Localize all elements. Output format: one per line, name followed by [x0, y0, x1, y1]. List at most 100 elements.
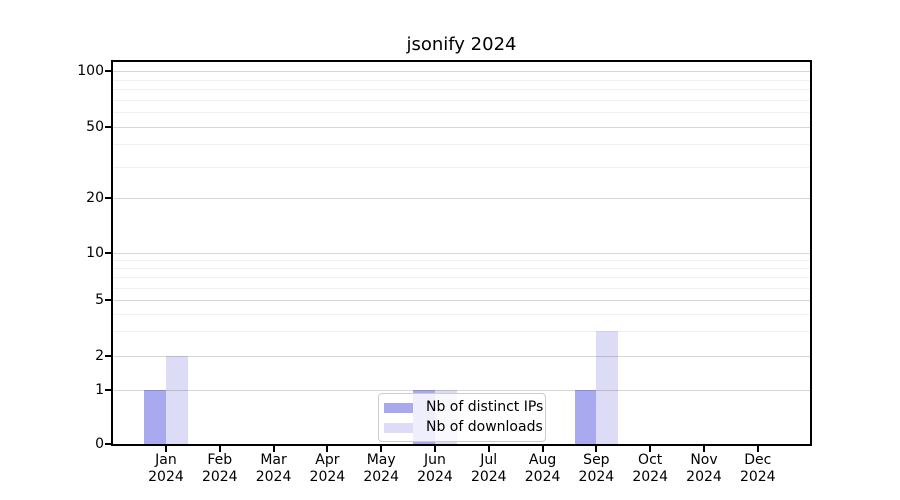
gridline-minor	[113, 79, 810, 81]
y-tick-label: 20	[86, 189, 104, 206]
gridline-minor	[113, 331, 810, 333]
gridline-minor	[113, 287, 810, 289]
x-tick-month: May	[366, 452, 396, 468]
gridline-major	[113, 355, 810, 357]
y-tick-label: 1	[95, 381, 104, 398]
x-tick-label-jul: Jul 2024	[471, 452, 507, 486]
y-tick-mark	[105, 69, 112, 72]
gridline-major	[113, 126, 810, 128]
y-tick-mark	[105, 443, 112, 445]
x-tick-month: Nov	[690, 452, 718, 468]
x-tick-year: 2024	[739, 469, 776, 485]
y-tick-label: 100	[77, 62, 104, 79]
bar-distinct-ips-sep	[574, 390, 597, 444]
legend: Nb of distinct IPs Nb of downloads	[378, 393, 546, 442]
x-tick-mark	[218, 446, 221, 452]
gridline-minor	[113, 112, 810, 114]
x-tick-month: Aug	[528, 452, 557, 468]
y-tick-mark	[105, 125, 112, 128]
y-tick-label: 5	[95, 291, 104, 308]
gridline-major	[113, 70, 810, 72]
x-tick-month: Feb	[207, 452, 233, 468]
y-tick-mark	[105, 388, 112, 391]
y-tick-mark	[105, 196, 112, 199]
y-axis-spine-left	[111, 60, 113, 446]
x-tick-month: Apr	[315, 452, 340, 468]
x-tick-month: Oct	[638, 452, 663, 468]
x-tick-label-sep: Sep 2024	[579, 452, 615, 486]
bar-downloads-sep	[596, 331, 618, 444]
y-tick-label: 10	[86, 244, 104, 261]
x-tick-month: Jan	[155, 452, 177, 468]
x-tick-label-may: May 2024	[363, 452, 399, 486]
legend-row-downloads: Nb of downloads	[384, 419, 543, 436]
x-tick-year: 2024	[417, 469, 453, 485]
x-tick-year: 2024	[309, 469, 346, 485]
x-tick-year: 2024	[255, 469, 292, 485]
legend-label: Nb of distinct IPs	[426, 399, 544, 415]
x-tick-mark	[541, 446, 544, 452]
x-tick-month: Jun	[424, 452, 446, 468]
legend-row-distinct-ips: Nb of distinct IPs	[384, 399, 543, 416]
gridline-major	[113, 252, 810, 254]
x-tick-label-apr: Apr 2024	[310, 452, 346, 486]
x-tick-year: 2024	[201, 469, 238, 485]
x-tick-mark	[164, 446, 167, 452]
legend-swatch-distinct-ips	[384, 402, 413, 413]
x-tick-year: 2024	[148, 469, 184, 485]
gridline-minor	[113, 99, 810, 101]
x-tick-label-nov: Nov 2024	[686, 452, 722, 486]
x-tick-year: 2024	[470, 469, 507, 485]
x-tick-mark	[649, 446, 652, 452]
gridline-major	[113, 389, 810, 391]
x-tick-month: Mar	[260, 452, 287, 468]
x-tick-year: 2024	[632, 469, 668, 485]
x-tick-label-oct: Oct 2024	[632, 452, 668, 486]
x-tick-month: Jul	[480, 452, 498, 468]
gridline-minor	[113, 89, 810, 91]
y-tick-mark	[105, 354, 112, 357]
x-tick-label-feb: Feb 2024	[202, 452, 238, 486]
plot-area	[113, 61, 810, 444]
x-tick-label-dec: Dec 2024	[740, 452, 776, 486]
x-tick-year: 2024	[524, 469, 561, 485]
x-tick-mark	[326, 446, 329, 452]
x-tick-mark	[487, 446, 490, 452]
legend-label: Nb of downloads	[426, 419, 543, 435]
x-tick-year: 2024	[363, 469, 399, 485]
gridline-minor	[113, 166, 810, 168]
y-tick-mark	[105, 298, 112, 301]
x-tick-label-jan: Jan 2024	[148, 452, 184, 486]
gridline-minor	[113, 277, 810, 279]
x-tick-mark	[702, 446, 705, 452]
x-axis-spine-bottom	[111, 444, 812, 446]
x-tick-month: Dec	[744, 452, 772, 468]
legend-swatch-downloads	[384, 422, 413, 433]
x-tick-mark	[756, 446, 759, 452]
y-tick-mark	[105, 251, 112, 254]
x-tick-label-aug: Aug 2024	[525, 452, 561, 486]
gridline-minor	[113, 144, 810, 146]
gridline-minor	[113, 260, 810, 262]
x-tick-label-mar: Mar 2024	[256, 452, 292, 486]
x-axis-spine-top	[111, 60, 812, 62]
x-tick-year: 2024	[578, 469, 615, 485]
x-tick-label-jun: Jun 2024	[417, 452, 453, 486]
x-tick-year: 2024	[686, 469, 722, 485]
x-tick-mark	[595, 446, 598, 452]
gridline-minor	[113, 268, 810, 270]
gridline-major	[113, 197, 810, 199]
bar-downloads-jan	[165, 356, 188, 444]
bar-distinct-ips-jan	[144, 390, 166, 444]
x-tick-mark	[380, 446, 383, 452]
chart-title: jsonify 2024	[406, 34, 517, 55]
y-axis-spine-right	[810, 60, 812, 446]
y-tick-label: 50	[86, 118, 104, 135]
y-tick-label: 2	[95, 347, 104, 364]
x-tick-month: Sep	[583, 452, 610, 468]
gridline-major	[113, 299, 810, 301]
y-tick-label: 0	[95, 436, 104, 452]
x-tick-mark	[433, 446, 436, 452]
x-tick-mark	[272, 446, 275, 452]
